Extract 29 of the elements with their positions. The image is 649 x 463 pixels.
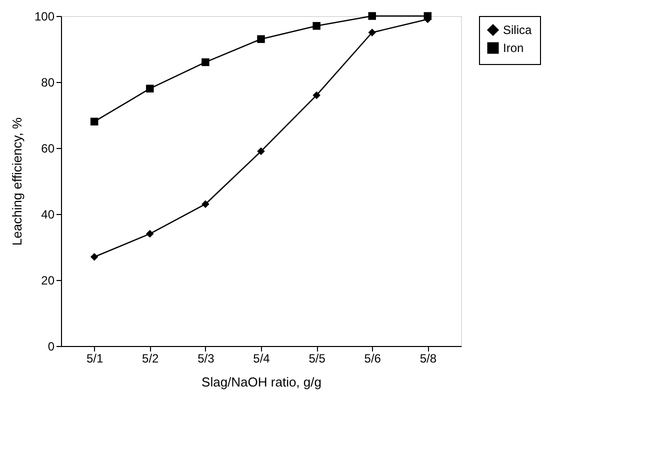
point	[368, 28, 376, 36]
x-tick-label: 5/1	[86, 352, 104, 366]
point	[146, 84, 154, 92]
y-tick-label: 0	[48, 340, 55, 354]
y-tick-label: 80	[41, 76, 55, 90]
point	[368, 12, 376, 20]
y-tick-label: 100	[34, 10, 55, 24]
point	[257, 35, 265, 43]
point	[90, 118, 98, 126]
x-axis-title: Slag/NaOH ratio, g/g	[202, 374, 322, 390]
legend-label: Silica	[503, 23, 532, 37]
x-tick-label: 5/5	[308, 352, 326, 366]
x-tick-label: 5/4	[253, 352, 270, 366]
point	[312, 22, 320, 30]
y-tick-label: 20	[41, 274, 55, 288]
x-tick-label: 5/8	[420, 352, 437, 366]
legend-label: Iron	[503, 41, 524, 55]
point	[257, 147, 265, 156]
y-tick-label: 60	[41, 142, 55, 156]
point	[202, 58, 210, 66]
point	[202, 200, 210, 208]
x-tick-label: 5/3	[198, 352, 215, 366]
point	[312, 91, 320, 100]
x-tick-label: 5/6	[364, 352, 382, 366]
point	[90, 253, 98, 261]
x-tick-label: 5/2	[142, 352, 160, 366]
y-tick-label: 40	[41, 208, 55, 222]
y-axis-title: Leaching efficiency, %	[9, 116, 24, 246]
point	[146, 230, 154, 238]
